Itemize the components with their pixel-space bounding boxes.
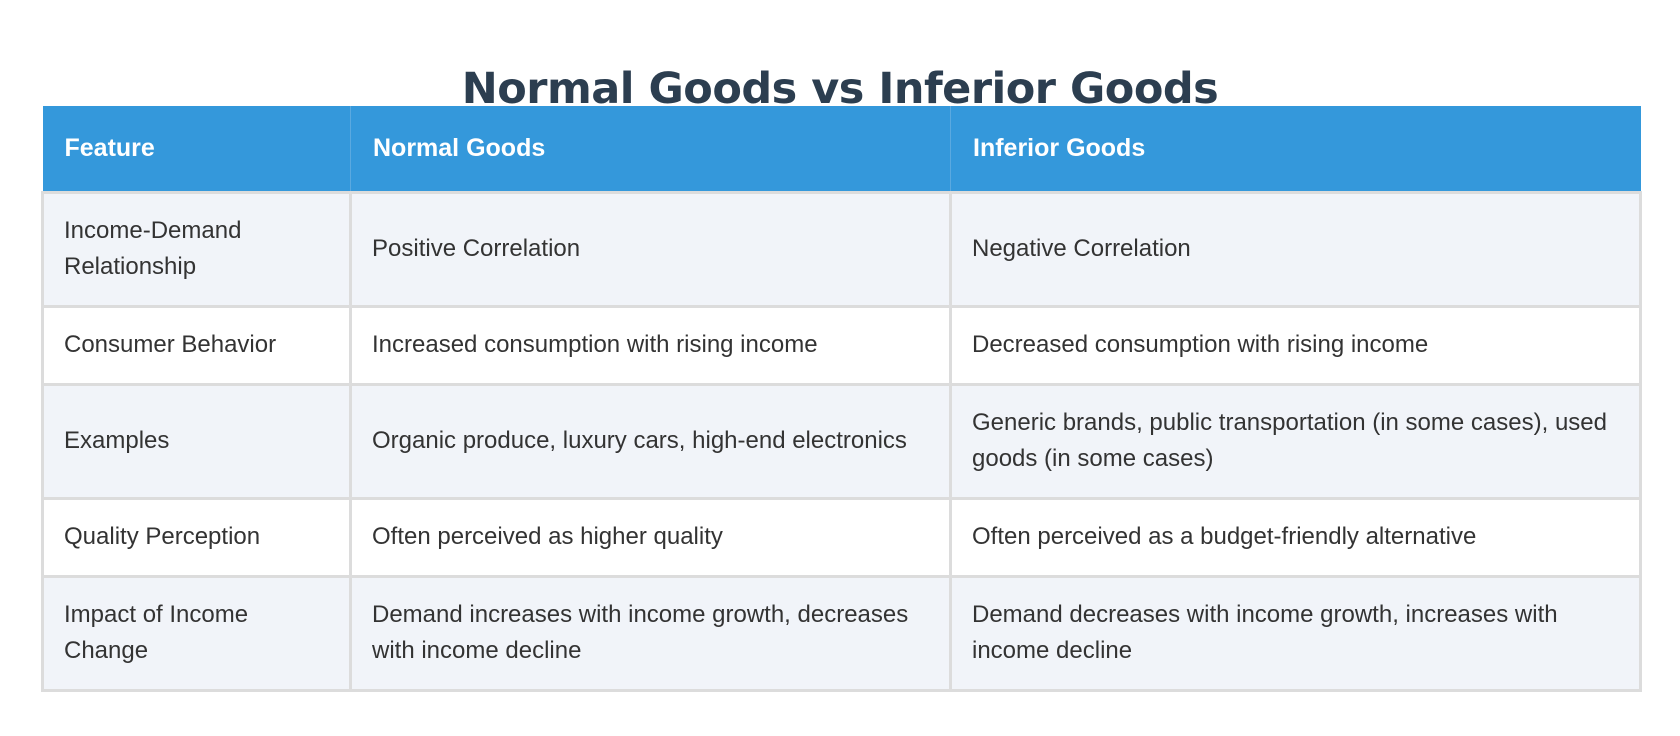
inferior-goods-cell: Often perceived as a budget-friendly alt…	[949, 496, 1642, 578]
table-row: Impact of Income Change Demand increases…	[41, 574, 1642, 692]
feature-cell: Examples	[41, 382, 352, 500]
feature-cell: Quality Perception	[41, 496, 352, 578]
page-title: Normal Goods vs Inferior Goods	[461, 63, 1219, 114]
table-header: Feature Normal Goods Inferior Goods	[42, 106, 1641, 192]
comparison-table: Feature Normal Goods Inferior Goods Inco…	[41, 106, 1642, 692]
table-row: Examples Organic produce, luxury cars, h…	[41, 382, 1642, 500]
header-row: Feature Normal Goods Inferior Goods	[42, 106, 1641, 192]
inferior-goods-cell: Decreased consumption with rising income	[949, 304, 1642, 386]
feature-cell: Consumer Behavior	[41, 304, 352, 386]
inferior-goods-cell: Generic brands, public transportation (i…	[949, 382, 1642, 500]
normal-goods-cell: Organic produce, luxury cars, high-end e…	[349, 382, 952, 500]
table-row: Income-Demand Relationship Positive Corr…	[41, 190, 1642, 308]
normal-goods-cell: Demand increases with income growth, dec…	[349, 574, 952, 692]
feature-cell: Income-Demand Relationship	[41, 190, 352, 308]
table-row: Consumer Behavior Increased consumption …	[41, 304, 1642, 386]
table-body: Income-Demand Relationship Positive Corr…	[41, 190, 1642, 692]
table-row: Quality Perception Often perceived as hi…	[41, 496, 1642, 578]
inferior-goods-cell: Negative Correlation	[949, 190, 1642, 308]
header-normal-goods: Normal Goods	[350, 106, 951, 192]
header-feature: Feature	[42, 106, 351, 192]
normal-goods-cell: Positive Correlation	[349, 190, 952, 308]
inferior-goods-cell: Demand decreases with income growth, inc…	[949, 574, 1642, 692]
normal-goods-cell: Often perceived as higher quality	[349, 496, 952, 578]
feature-cell: Impact of Income Change	[41, 574, 352, 692]
normal-goods-cell: Increased consumption with rising income	[349, 304, 952, 386]
header-inferior-goods: Inferior Goods	[973, 133, 1146, 162]
